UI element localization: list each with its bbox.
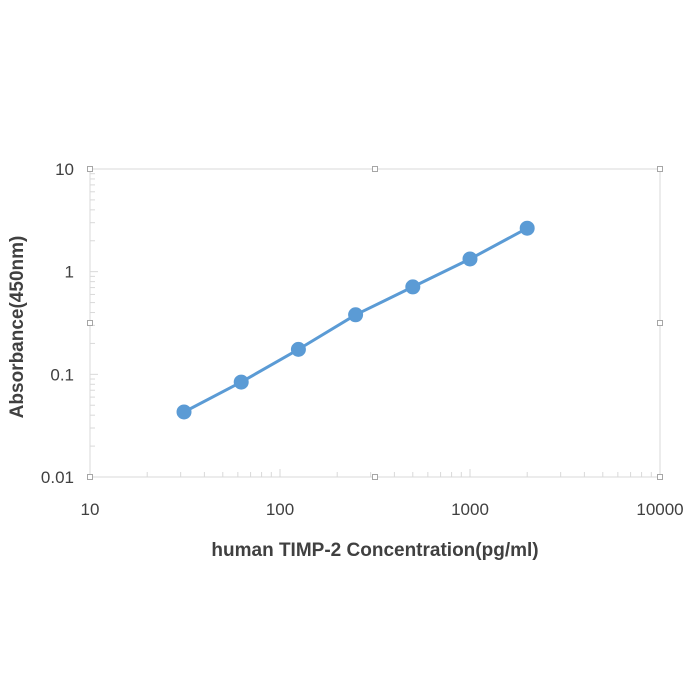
minor-ticks (89, 173, 652, 478)
selection-handle (372, 474, 378, 480)
data-point (462, 251, 478, 267)
selection-handle (372, 166, 378, 172)
selection-handle (657, 166, 663, 172)
data-series (176, 220, 535, 420)
y-tick-label: 1 (65, 263, 74, 282)
y-tick-label: 0.01 (41, 468, 74, 487)
x-tick-label: 10000 (636, 500, 683, 519)
data-point (405, 279, 421, 295)
x-tick-label: 10 (81, 500, 100, 519)
plot-border (89, 168, 661, 478)
y-tick-labels: 0.01 0.1 1 10 (41, 160, 74, 487)
selection-handle (87, 474, 93, 480)
x-tick-label: 100 (266, 500, 294, 519)
selection-handle (657, 474, 663, 480)
y-tick-label: 10 (55, 160, 74, 179)
data-point (233, 374, 249, 390)
data-point (176, 404, 192, 420)
data-point (348, 307, 364, 323)
selection-handle (87, 320, 93, 326)
selection-handles (87, 166, 663, 480)
y-tick-label: 0.1 (50, 365, 74, 384)
x-axis-title: human TIMP-2 Concentration(pg/ml) (211, 540, 538, 561)
data-point (519, 220, 535, 236)
y-axis-title: Absorbance(450nm) (7, 236, 28, 419)
x-tick-labels: 10 100 1000 10000 (81, 500, 684, 519)
selection-handle (87, 166, 93, 172)
plot-area (89, 168, 661, 478)
x-tick-label: 1000 (451, 500, 489, 519)
selection-handle (657, 320, 663, 326)
data-point (290, 341, 306, 357)
